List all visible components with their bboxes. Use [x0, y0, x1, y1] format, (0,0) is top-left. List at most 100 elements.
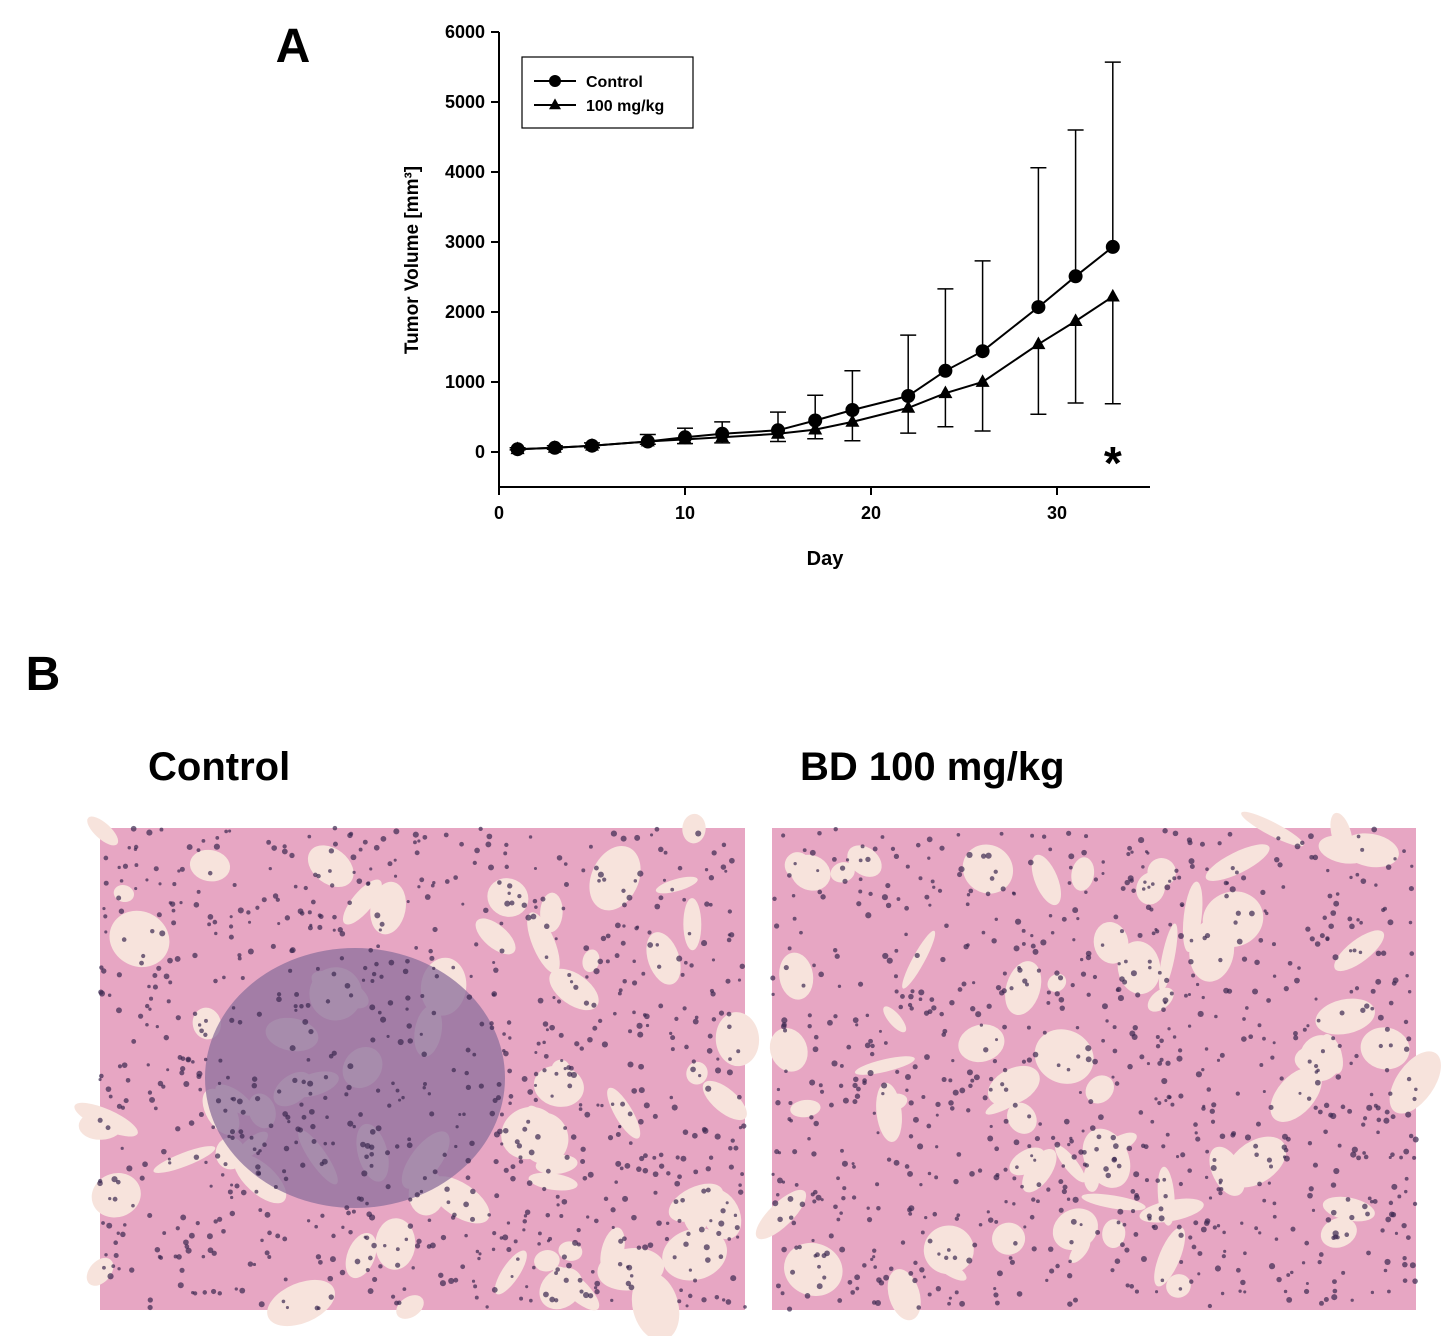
nucleus — [117, 1267, 121, 1271]
nucleus — [1015, 1165, 1019, 1169]
nucleus — [145, 1022, 149, 1027]
nucleus — [1172, 1035, 1177, 1039]
nucleus — [504, 864, 509, 870]
nucleus — [283, 1176, 289, 1182]
nucleus — [561, 1254, 567, 1260]
nucleus — [361, 978, 366, 982]
alveolus — [534, 1250, 560, 1272]
nucleus — [1191, 1244, 1197, 1250]
nucleus — [141, 953, 146, 959]
nucleus — [875, 1300, 882, 1307]
nucleus — [827, 1019, 833, 1026]
nucleus — [406, 900, 410, 904]
nucleus — [985, 891, 991, 897]
nucleus — [1320, 1049, 1325, 1054]
nucleus — [740, 1172, 745, 1176]
alveolus — [1102, 1219, 1126, 1249]
nucleus — [1394, 1231, 1399, 1235]
nucleus — [952, 1255, 958, 1261]
nucleus — [542, 1021, 549, 1027]
nucleus — [1360, 1007, 1366, 1013]
nucleus — [915, 842, 921, 848]
nucleus — [1385, 1216, 1392, 1223]
nucleus — [923, 1010, 930, 1016]
nucleus — [99, 965, 104, 970]
nucleus — [966, 1069, 973, 1076]
nucleus — [1308, 1186, 1314, 1192]
nucleus — [615, 1132, 621, 1138]
nucleus — [1214, 1014, 1218, 1019]
nucleus — [152, 973, 158, 978]
nucleus — [872, 1255, 876, 1259]
nucleus — [905, 1088, 909, 1092]
nucleus — [620, 940, 626, 946]
nucleus — [720, 1208, 726, 1214]
nucleus — [487, 1213, 491, 1217]
nucleus — [549, 1296, 556, 1303]
nucleus — [638, 1063, 645, 1070]
nucleus — [479, 1021, 485, 1027]
nucleus — [1326, 868, 1330, 873]
nucleus — [422, 1085, 426, 1090]
nucleus — [868, 891, 873, 897]
alveolus — [883, 1006, 907, 1033]
nucleus — [139, 1175, 145, 1181]
nucleus — [299, 911, 305, 916]
nucleus — [347, 1063, 354, 1070]
nucleus — [898, 1004, 904, 1010]
nucleus — [186, 1057, 191, 1062]
nucleus — [405, 958, 410, 964]
nucleus — [655, 943, 660, 947]
nucleus — [473, 1284, 478, 1289]
nucleus — [444, 879, 450, 884]
nucleus — [739, 963, 745, 970]
nucleus — [1227, 831, 1233, 837]
nucleus — [569, 980, 574, 984]
nucleus — [985, 852, 992, 859]
nucleus — [559, 1213, 564, 1218]
nucleus — [507, 891, 511, 895]
nucleus — [395, 1262, 401, 1268]
nucleus — [860, 844, 865, 849]
nucleus — [1001, 988, 1007, 994]
nucleus — [858, 877, 863, 882]
nucleus — [663, 850, 668, 855]
nucleus — [1036, 968, 1042, 973]
nucleus — [1140, 1256, 1147, 1263]
nucleus — [271, 845, 278, 851]
nucleus — [1268, 1164, 1274, 1169]
nucleus — [390, 1294, 396, 1299]
nucleus — [1307, 1059, 1312, 1064]
nucleus — [361, 1170, 368, 1177]
nucleus — [1123, 959, 1128, 964]
nucleus — [1211, 1102, 1217, 1108]
nucleus — [325, 999, 331, 1004]
nucleus — [737, 1189, 744, 1195]
alveolus — [1360, 1027, 1410, 1070]
nucleus — [356, 1196, 361, 1201]
nucleus — [1036, 1182, 1042, 1188]
nucleus — [556, 1203, 560, 1207]
alveolus — [790, 1099, 821, 1118]
nucleus — [807, 1023, 812, 1029]
nucleus — [496, 1081, 502, 1087]
nucleus — [614, 922, 621, 929]
nucleus — [596, 1103, 600, 1107]
nucleus — [577, 1277, 583, 1283]
nucleus — [1347, 1108, 1353, 1114]
nucleus — [1000, 886, 1006, 892]
nucleus — [217, 1216, 223, 1222]
nucleus — [1009, 986, 1014, 991]
nucleus — [652, 1155, 657, 1160]
image-title: Control — [148, 745, 290, 789]
nucleus — [946, 1248, 951, 1252]
nucleus — [594, 1280, 601, 1287]
nucleus — [579, 1289, 584, 1294]
nucleus — [228, 934, 234, 940]
nucleus — [734, 1225, 740, 1231]
nucleus — [1172, 830, 1179, 837]
nucleus — [1061, 1188, 1067, 1195]
nucleus — [979, 1023, 984, 1027]
nucleus — [258, 1301, 265, 1308]
nucleus — [509, 900, 515, 906]
